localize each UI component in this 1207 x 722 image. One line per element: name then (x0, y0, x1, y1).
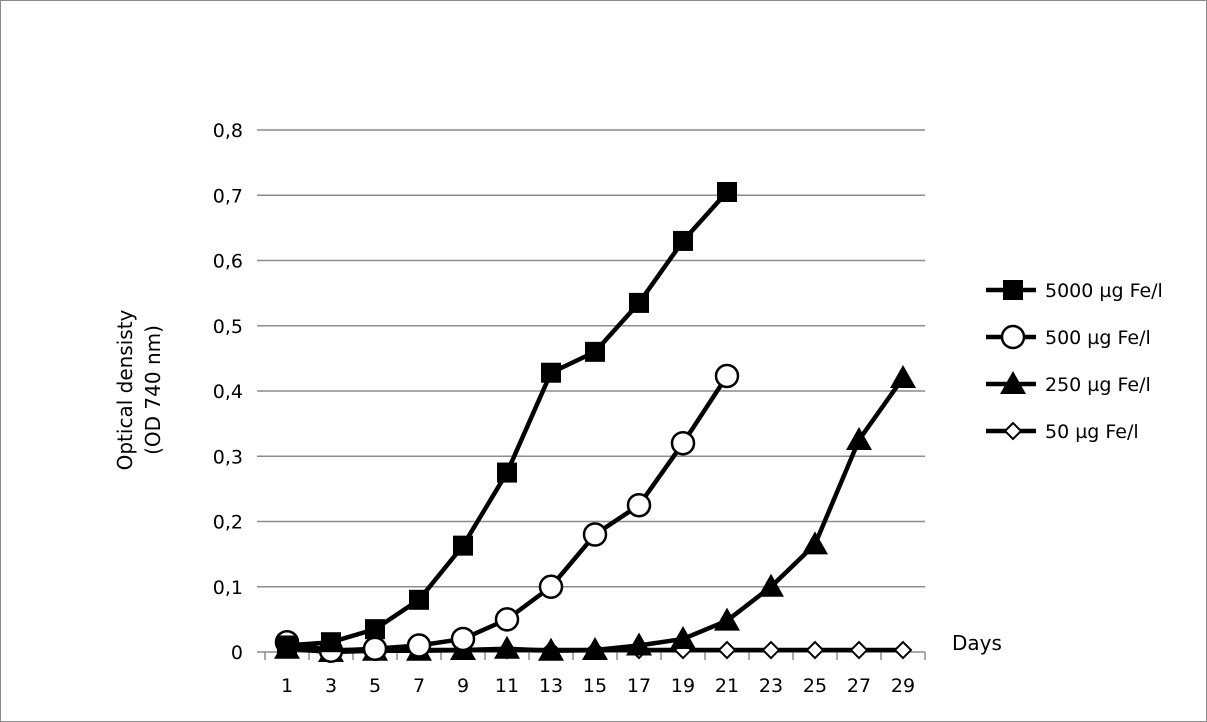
x-tick-label: 23 (759, 675, 783, 697)
x-tick-label: 15 (583, 675, 607, 697)
y-axis-label-line-2: (OD 740 nm) (141, 325, 165, 455)
data-point (714, 363, 740, 389)
x-tick-label: 5 (369, 675, 381, 697)
x-tick-label: 13 (539, 675, 563, 697)
legend-item: 500 µg Fe/l (986, 324, 1151, 350)
data-point (277, 635, 297, 656)
data-point (409, 589, 429, 610)
x-tick-label: 17 (627, 675, 651, 697)
gridlines (257, 129, 926, 660)
y-tick-label: 0,4 (213, 381, 243, 403)
data-point (582, 637, 608, 661)
y-axis-label: Optical densisty (OD 740 nm) (113, 309, 165, 470)
x-tick-label: 9 (457, 675, 469, 697)
data-point (758, 573, 784, 597)
data-point (450, 626, 476, 652)
y-tick-label: 0,1 (213, 577, 243, 599)
x-tick-label: 27 (847, 675, 871, 697)
y-tick-label: 0,2 (213, 512, 243, 534)
x-tick-label: 25 (803, 675, 827, 697)
legend-label: 250 µg Fe/l (1045, 374, 1151, 396)
x-tick-label: 11 (495, 675, 519, 697)
data-point (670, 625, 696, 649)
x-tick-label: 29 (891, 675, 915, 697)
data-point (626, 632, 652, 656)
data-point (582, 522, 608, 547)
legend-marker (1000, 324, 1026, 350)
x-tick-label: 1 (281, 675, 293, 697)
legend-label: 500 µg Fe/l (1045, 327, 1151, 349)
data-point (802, 531, 828, 555)
data-point (714, 607, 740, 631)
data-point (494, 607, 520, 632)
legend-marker (1003, 421, 1023, 441)
x-tick-label: 7 (413, 675, 425, 697)
series-line (286, 376, 905, 655)
data-point (849, 640, 869, 660)
x-axis-label: Days (952, 631, 1002, 655)
legend-label: 5000 µg Fe/l (1045, 280, 1163, 302)
x-tick-label: 3 (325, 675, 337, 697)
y-tick-label: 0,7 (213, 185, 243, 207)
y-tick-label: 0,3 (213, 446, 243, 468)
y-tick-labels: 0 0,1 0,2 0,3 0,4 0,5 0,6 0,7 0,8 (213, 120, 243, 664)
data-point (497, 462, 517, 483)
data-point (321, 632, 341, 653)
data-point (365, 619, 385, 640)
legend-item: 250 µg Fe/l (986, 371, 1151, 396)
data-point (585, 341, 605, 362)
x-tick-label: 21 (715, 675, 739, 697)
legend: 5000 µg Fe/l 500 µg Fe/l 250 µg Fe/l 50 µg … (986, 280, 1163, 443)
x-tick-labels: 1 3 5 7 9 11 13 15 17 19 21 23 25 27 29 (281, 675, 915, 697)
data-point (538, 637, 564, 661)
series-2 (274, 363, 740, 663)
data-point (406, 633, 432, 658)
data-point (673, 230, 693, 251)
x-tick-label: 19 (671, 675, 695, 697)
data-point (890, 364, 916, 388)
data-point (629, 292, 649, 313)
data-point (453, 535, 473, 556)
legend-label: 50 µg Fe/l (1045, 421, 1139, 443)
legend-item: 5000 µg Fe/l (986, 280, 1163, 302)
data-point (494, 635, 520, 659)
y-tick-label: 0,5 (213, 316, 243, 338)
data-point (626, 492, 652, 518)
y-axis-label-line-1: Optical densisty (113, 309, 137, 470)
y-tick-label: 0,6 (213, 251, 243, 273)
data-point (846, 426, 872, 450)
data-point (541, 362, 561, 383)
data-point (362, 636, 388, 661)
data-point (717, 181, 737, 202)
legend-item: 50 µg Fe/l (986, 421, 1139, 443)
data-point (670, 430, 696, 456)
data-point (761, 640, 781, 660)
y-tick-label: 0,8 (213, 120, 243, 142)
series-1 (277, 181, 737, 656)
legend-marker (1003, 280, 1023, 300)
series-group (274, 181, 916, 663)
data-point (805, 640, 825, 660)
data-point (893, 640, 913, 660)
series-3 (274, 364, 916, 662)
data-point (538, 574, 564, 599)
y-tick-label: 0 (231, 642, 243, 664)
data-point (717, 640, 737, 660)
legend-marker (1000, 371, 1026, 394)
